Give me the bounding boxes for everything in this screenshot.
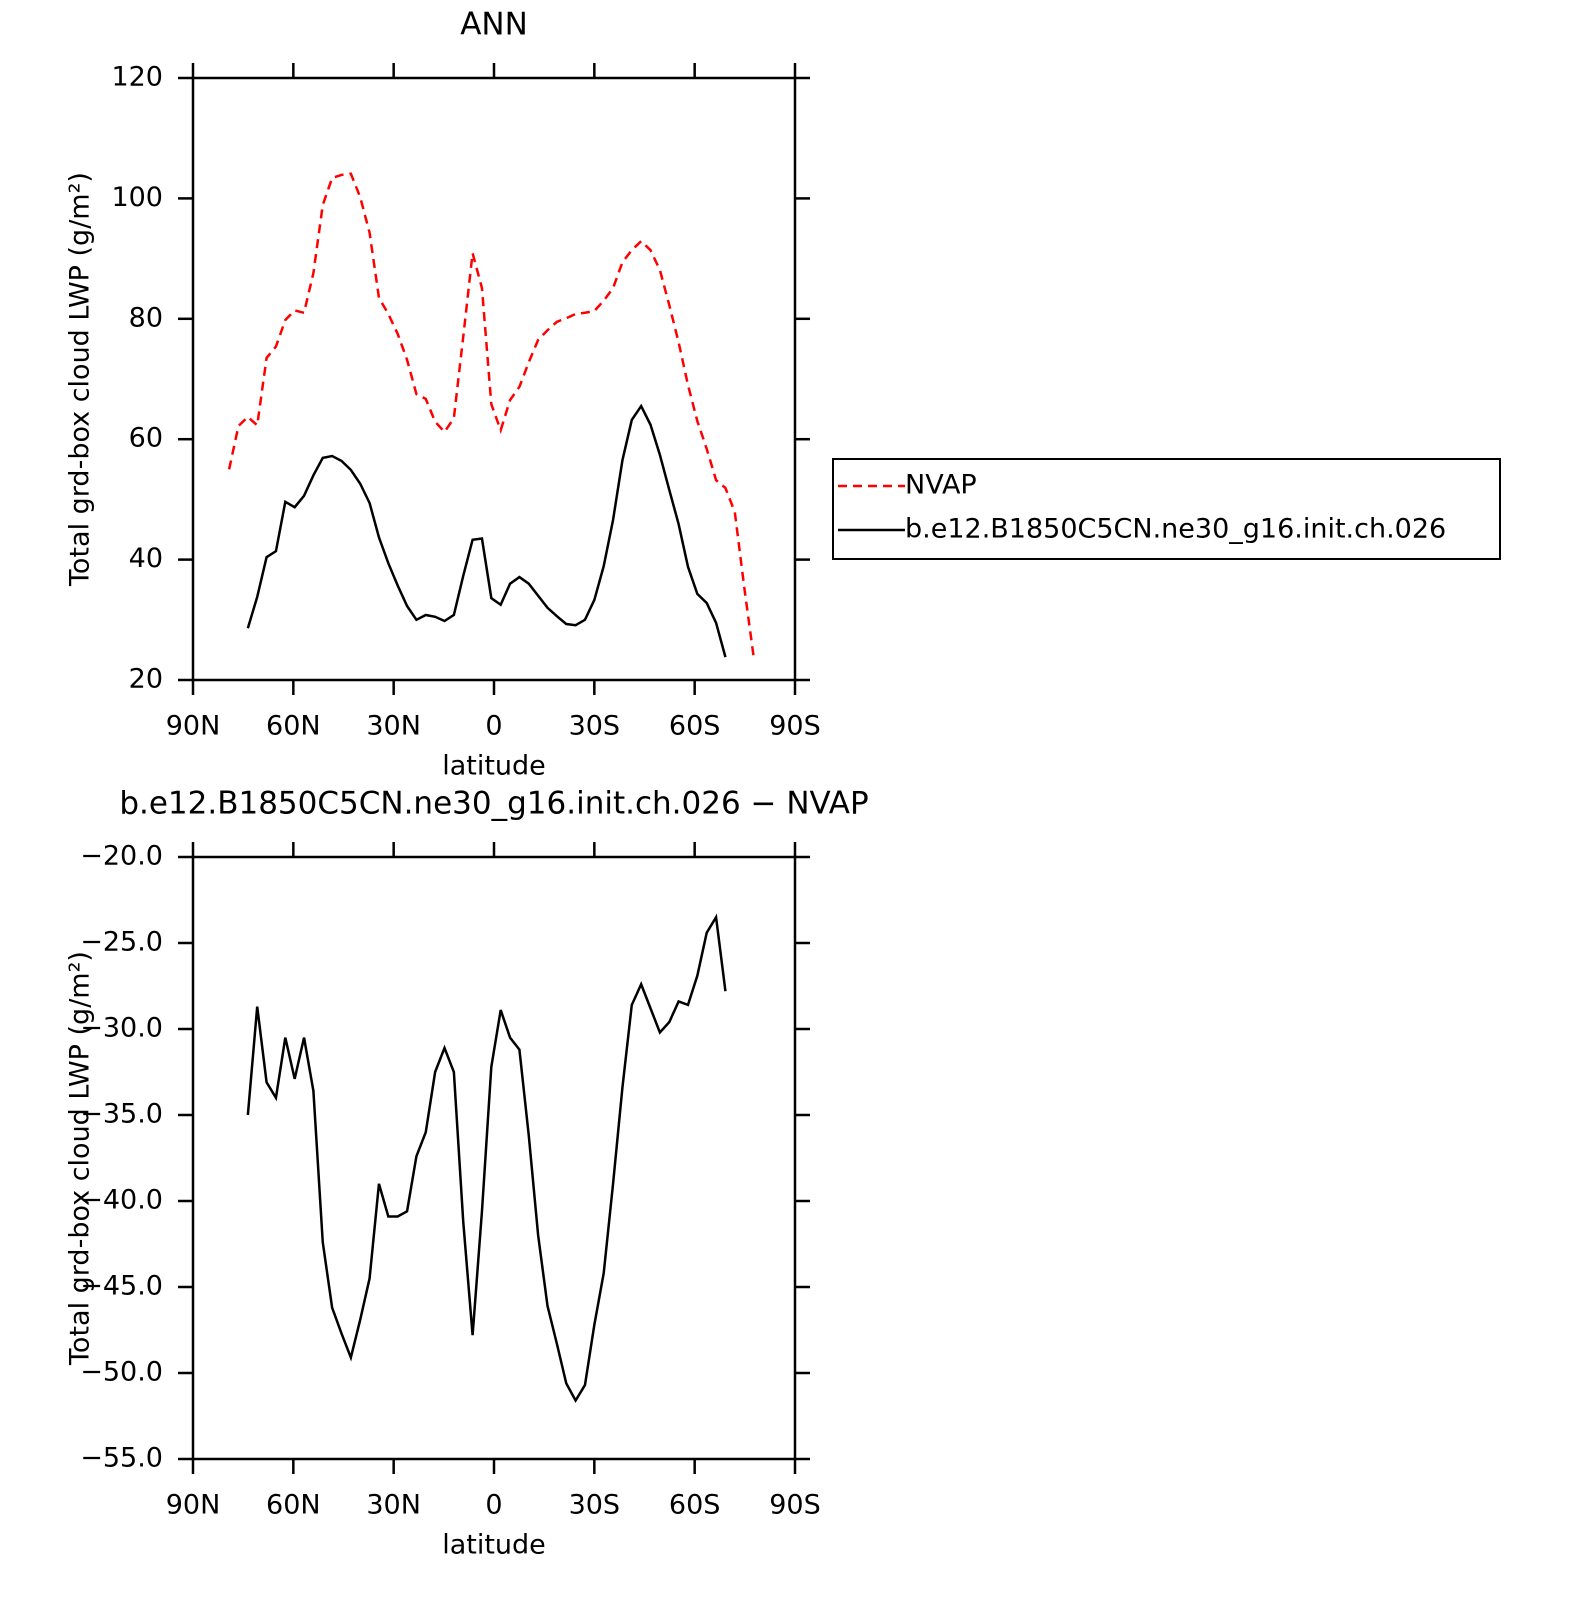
x-tick-label: 60S (669, 1490, 721, 1521)
y-tick-label: −50.0 (80, 1357, 163, 1388)
x-tick-label: 30N (366, 1490, 421, 1521)
y-tick-label: −40.0 (80, 1185, 163, 1216)
chart-title: ANN (460, 7, 528, 43)
y-tick-label: −20.0 (80, 841, 163, 872)
y-tick-label: −30.0 (80, 1013, 163, 1044)
chart-title: b.e12.B1850C5CN.ne30_g16.init.ch.026 − N… (119, 786, 868, 822)
y-tick-label: −35.0 (80, 1099, 163, 1130)
legend-label: b.e12.B1850C5CN.ne30_g16.init.ch.026 (905, 514, 1446, 545)
y-tick-label: 20 (129, 664, 163, 695)
y-tick-label: 80 (129, 302, 163, 333)
x-tick-label: 90S (769, 711, 821, 742)
x-tick-label: 30N (366, 711, 421, 742)
x-tick-label: 60S (669, 711, 721, 742)
series-line (227, 172, 755, 657)
y-tick-label: −55.0 (80, 1443, 163, 1474)
series-line (246, 403, 727, 658)
x-tick-label: 30S (569, 711, 621, 742)
y-tick-label: −45.0 (80, 1271, 163, 1302)
x-axis-label: latitude (442, 751, 546, 782)
x-tick-label: 60N (266, 1490, 321, 1521)
series-line (246, 913, 727, 1404)
x-axis-label: latitude (442, 1530, 546, 1561)
y-tick-label: 40 (129, 543, 163, 574)
legend-label: NVAP (905, 470, 977, 501)
y-tick-label: 60 (129, 423, 163, 454)
y-tick-label: −25.0 (80, 927, 163, 958)
plot-frame (191, 76, 797, 682)
x-tick-label: 30S (569, 1490, 621, 1521)
y-tick-label: 120 (111, 62, 163, 93)
legend-box (832, 458, 1501, 560)
y-axis-label: Total grd-box cloud LWP (g/m²) (65, 172, 96, 587)
x-tick-label: 90S (769, 1490, 821, 1521)
x-tick-label: 90N (166, 1490, 221, 1521)
x-tick-label: 90N (166, 711, 221, 742)
x-tick-label: 0 (485, 1490, 502, 1521)
x-tick-label: 60N (266, 711, 321, 742)
x-tick-label: 0 (485, 711, 502, 742)
y-tick-label: 100 (111, 182, 163, 213)
y-axis-label: Total grd-box cloud LWP (g/m²) (65, 951, 96, 1366)
